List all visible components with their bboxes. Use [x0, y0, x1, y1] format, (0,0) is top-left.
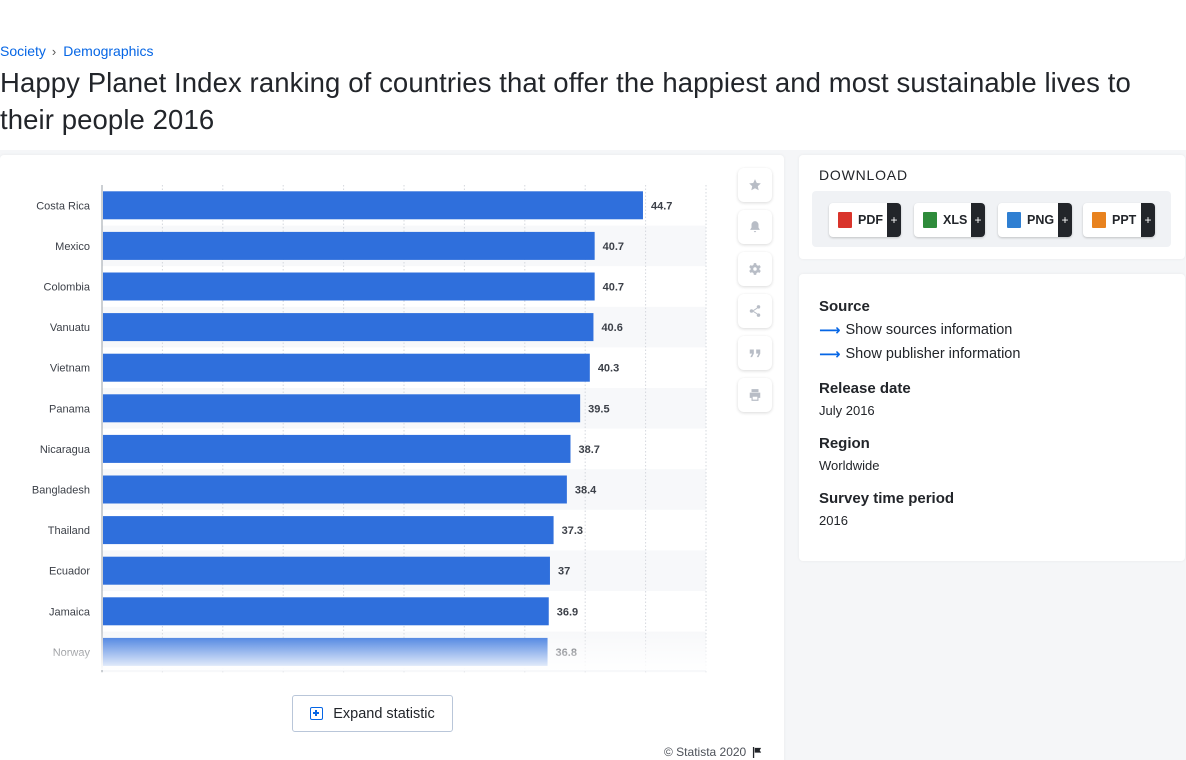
- bar: [103, 353, 590, 382]
- download-png-button[interactable]: PNG +: [998, 203, 1072, 237]
- pdf-file-icon: [838, 212, 852, 228]
- bar-chart: Costa Rica 44.7 Mexico 40.7 Colombia 40.7 Vanu…: [32, 185, 707, 673]
- release-date-value: July 2016: [819, 403, 875, 418]
- download-buttons: PDF + XLS + PNG + PPT +: [812, 191, 1171, 247]
- category-label: Thailand: [48, 525, 90, 537]
- copyright: © Statista 2020: [664, 745, 763, 759]
- expand-statistic-button[interactable]: Expand statistic: [292, 695, 453, 732]
- expand-icon: [310, 707, 324, 720]
- category-label: Costa Rica: [36, 200, 91, 212]
- xls-file-icon: [923, 212, 937, 228]
- download-ppt-plus: +: [1141, 203, 1155, 237]
- value-label: 40.7: [603, 282, 624, 294]
- bar: [103, 231, 595, 260]
- bar: [103, 475, 567, 504]
- page-header: [0, 0, 1186, 150]
- category-label: Colombia: [44, 282, 91, 294]
- arrow-right-icon: ⟶: [819, 322, 841, 339]
- download-pdf-button[interactable]: PDF +: [829, 203, 901, 237]
- print-button[interactable]: [738, 378, 772, 412]
- download-xls-label: XLS: [943, 213, 968, 227]
- value-label: 40.7: [603, 241, 624, 253]
- value-label: 36.8: [556, 647, 577, 659]
- download-pdf-label: PDF: [858, 213, 883, 227]
- source-heading: Source: [819, 298, 870, 315]
- category-label: Bangladesh: [32, 485, 90, 497]
- page-title: Happy Planet Index ranking of countries …: [0, 67, 1131, 135]
- release-date-heading: Release date: [819, 380, 911, 397]
- category-label: Panama: [49, 403, 91, 415]
- value-label: 38.4: [575, 485, 597, 497]
- show-publisher-label: Show publisher information: [845, 346, 1021, 362]
- chart-tools: [738, 168, 772, 420]
- chart-card: Costa Rica 44.7 Mexico 40.7 Colombia 40.7 Vanu…: [0, 155, 784, 760]
- share-icon: [749, 305, 761, 317]
- quote-icon: [749, 349, 761, 358]
- category-label: Nicaragua: [40, 444, 91, 456]
- star-icon: [749, 179, 761, 191]
- share-button[interactable]: [738, 294, 772, 328]
- download-ppt-button[interactable]: PPT +: [1083, 203, 1155, 237]
- value-label: 36.9: [557, 606, 578, 618]
- breadcrumb: Society › Demographics: [0, 43, 154, 59]
- show-publisher-link[interactable]: ⟶ Show publisher information: [819, 345, 1020, 363]
- download-xls-button[interactable]: XLS +: [914, 203, 985, 237]
- bar: [103, 313, 594, 342]
- region-heading: Region: [819, 435, 870, 452]
- region-value: Worldwide: [819, 458, 880, 473]
- show-sources-link[interactable]: ⟶ Show sources information: [819, 321, 1012, 339]
- category-label: Vietnam: [50, 363, 90, 375]
- download-png-label: PNG: [1027, 213, 1055, 227]
- bar: [103, 637, 548, 666]
- value-label: 44.7: [651, 200, 672, 212]
- bar: [103, 394, 581, 423]
- png-file-icon: [1007, 212, 1021, 228]
- download-png-plus: +: [1058, 203, 1072, 237]
- arrow-right-icon: ⟶: [819, 346, 841, 363]
- value-label: 38.7: [578, 444, 599, 456]
- bar: [103, 191, 643, 220]
- bar: [103, 556, 550, 585]
- bar: [103, 516, 554, 545]
- flag-icon[interactable]: [752, 746, 763, 758]
- survey-period-value: 2016: [819, 513, 848, 528]
- settings-button[interactable]: [738, 252, 772, 286]
- ppt-file-icon: [1092, 212, 1106, 228]
- category-label: Ecuador: [49, 566, 90, 578]
- breadcrumb-separator: ›: [51, 43, 57, 59]
- category-label: Jamaica: [49, 606, 91, 618]
- survey-period-heading: Survey time period: [819, 490, 955, 507]
- breadcrumb-demographics[interactable]: Demographics: [63, 43, 154, 59]
- value-label: 37.3: [562, 525, 583, 537]
- notification-button[interactable]: [738, 210, 772, 244]
- bar: [103, 434, 571, 463]
- value-label: 37: [558, 566, 570, 578]
- breadcrumb-society[interactable]: Society: [0, 43, 46, 59]
- bell-icon: [750, 221, 760, 233]
- value-label: 40.6: [601, 322, 622, 334]
- download-title: DOWNLOAD: [819, 167, 908, 183]
- statistic-details-card: Source ⟶ Show sources information ⟶ Show…: [799, 274, 1185, 561]
- bar: [103, 272, 595, 301]
- category-label: Vanuatu: [50, 322, 90, 334]
- gear-icon: [749, 263, 761, 275]
- category-label: Norway: [53, 647, 91, 659]
- cite-button[interactable]: [738, 336, 772, 370]
- copyright-text: © Statista 2020: [664, 745, 747, 759]
- bar: [103, 597, 549, 626]
- download-xls-plus: +: [971, 203, 985, 237]
- favorite-button[interactable]: [738, 168, 772, 202]
- value-label: 39.5: [588, 403, 609, 415]
- expand-statistic-label: Expand statistic: [333, 705, 435, 722]
- value-label: 40.3: [598, 363, 619, 375]
- download-ppt-label: PPT: [1112, 213, 1137, 227]
- category-label: Mexico: [55, 241, 90, 253]
- print-icon: [749, 389, 761, 401]
- download-pdf-plus: +: [887, 203, 901, 237]
- show-sources-label: Show sources information: [845, 322, 1013, 338]
- download-card: DOWNLOAD PDF + XLS + PNG + PPT +: [799, 155, 1185, 259]
